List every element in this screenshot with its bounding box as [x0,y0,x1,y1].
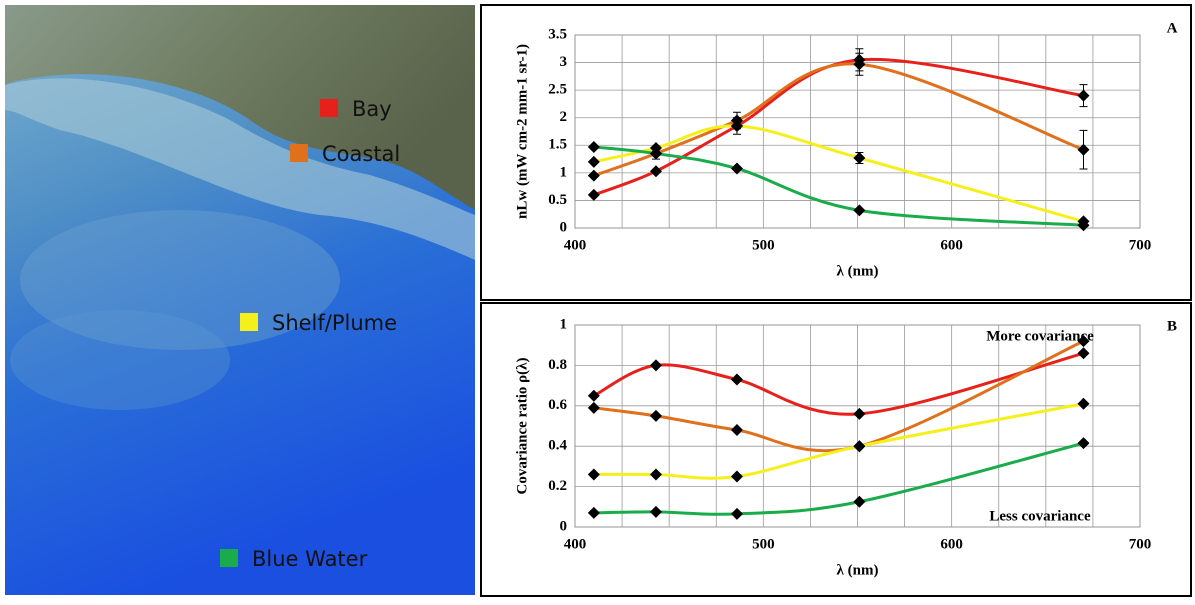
marker [853,440,866,453]
legend-label: Coastal [322,142,400,166]
marker [1077,437,1090,450]
x-axis-label: λ (nm) [837,562,879,578]
marker [1077,89,1090,102]
marker [730,373,743,386]
y-tick-label: 0.6 [548,397,567,413]
panel-label: A [1167,20,1178,36]
y-tick-label: 0 [560,219,568,235]
marker [587,506,600,519]
y-tick-label: 3.5 [548,26,567,42]
series-line [593,57,1084,197]
marker [587,140,600,153]
x-tick-label: 700 [1129,237,1152,253]
marker [730,507,743,520]
marker [1077,335,1090,348]
x-tick-label: 700 [1129,536,1152,552]
legend-swatch [290,144,308,162]
marker [1077,397,1090,410]
marker [853,495,866,508]
annotation: More covariance [986,328,1094,344]
marker [853,151,866,164]
legend-label: Shelf/Plume [272,311,397,335]
marker [730,424,743,437]
legend-label: Bay [352,97,392,121]
marker [587,155,600,168]
x-tick-label: 400 [564,237,587,253]
marker [1077,219,1090,232]
x-tick-label: 500 [752,536,775,552]
x-axis-label: λ (nm) [837,263,879,279]
marker [853,407,866,420]
marker [853,58,866,71]
marker [730,470,743,483]
legend-swatch [220,549,238,567]
x-tick-label: 400 [564,536,587,552]
marker [649,409,662,422]
y-tick-label: 0 [560,518,568,534]
annotation: Less covariance [989,508,1091,524]
map-legend: Bay Coastal Shelf/Plume Blue Water [220,97,400,571]
y-tick-label: 0.2 [548,478,567,494]
panel-frame [480,302,1192,597]
marker [1077,347,1090,360]
marker [1077,143,1090,156]
y-axis-label: nLw (mW cm-2 mm-1 sr-1) [514,44,530,219]
series-line [593,62,1085,178]
marker [587,401,600,414]
x-tick-label: 600 [940,237,963,253]
marker [730,162,743,175]
legend-swatch [320,99,338,117]
marker [649,165,662,178]
panel-label: B [1167,318,1177,334]
series-line [593,351,1084,416]
y-tick-label: 1 [560,164,568,180]
marker [730,119,743,132]
marker [853,204,866,217]
marker [649,359,662,372]
marker [649,147,662,160]
marker [649,505,662,518]
x-tick-label: 600 [940,536,963,552]
legend-label: Blue Water [252,547,368,571]
marker [649,468,662,481]
y-tick-label: 1 [560,316,568,332]
y-tick-label: 2.5 [548,82,567,98]
marker [587,188,600,201]
y-axis-label: Covariance ratio ρ(λ) [514,357,530,494]
x-tick-label: 500 [752,237,775,253]
legend-swatch [240,313,258,331]
marker [587,389,600,402]
panel-frame [480,4,1192,301]
marker [587,169,600,182]
y-tick-label: 2 [560,109,568,125]
y-tick-label: 3 [560,54,568,70]
satellite-map [5,5,475,595]
y-tick-label: 0.8 [548,357,567,373]
y-tick-label: 0.4 [548,438,567,454]
marker [587,468,600,481]
y-tick-label: 1.5 [548,137,567,153]
y-tick-label: 0.5 [548,192,567,208]
